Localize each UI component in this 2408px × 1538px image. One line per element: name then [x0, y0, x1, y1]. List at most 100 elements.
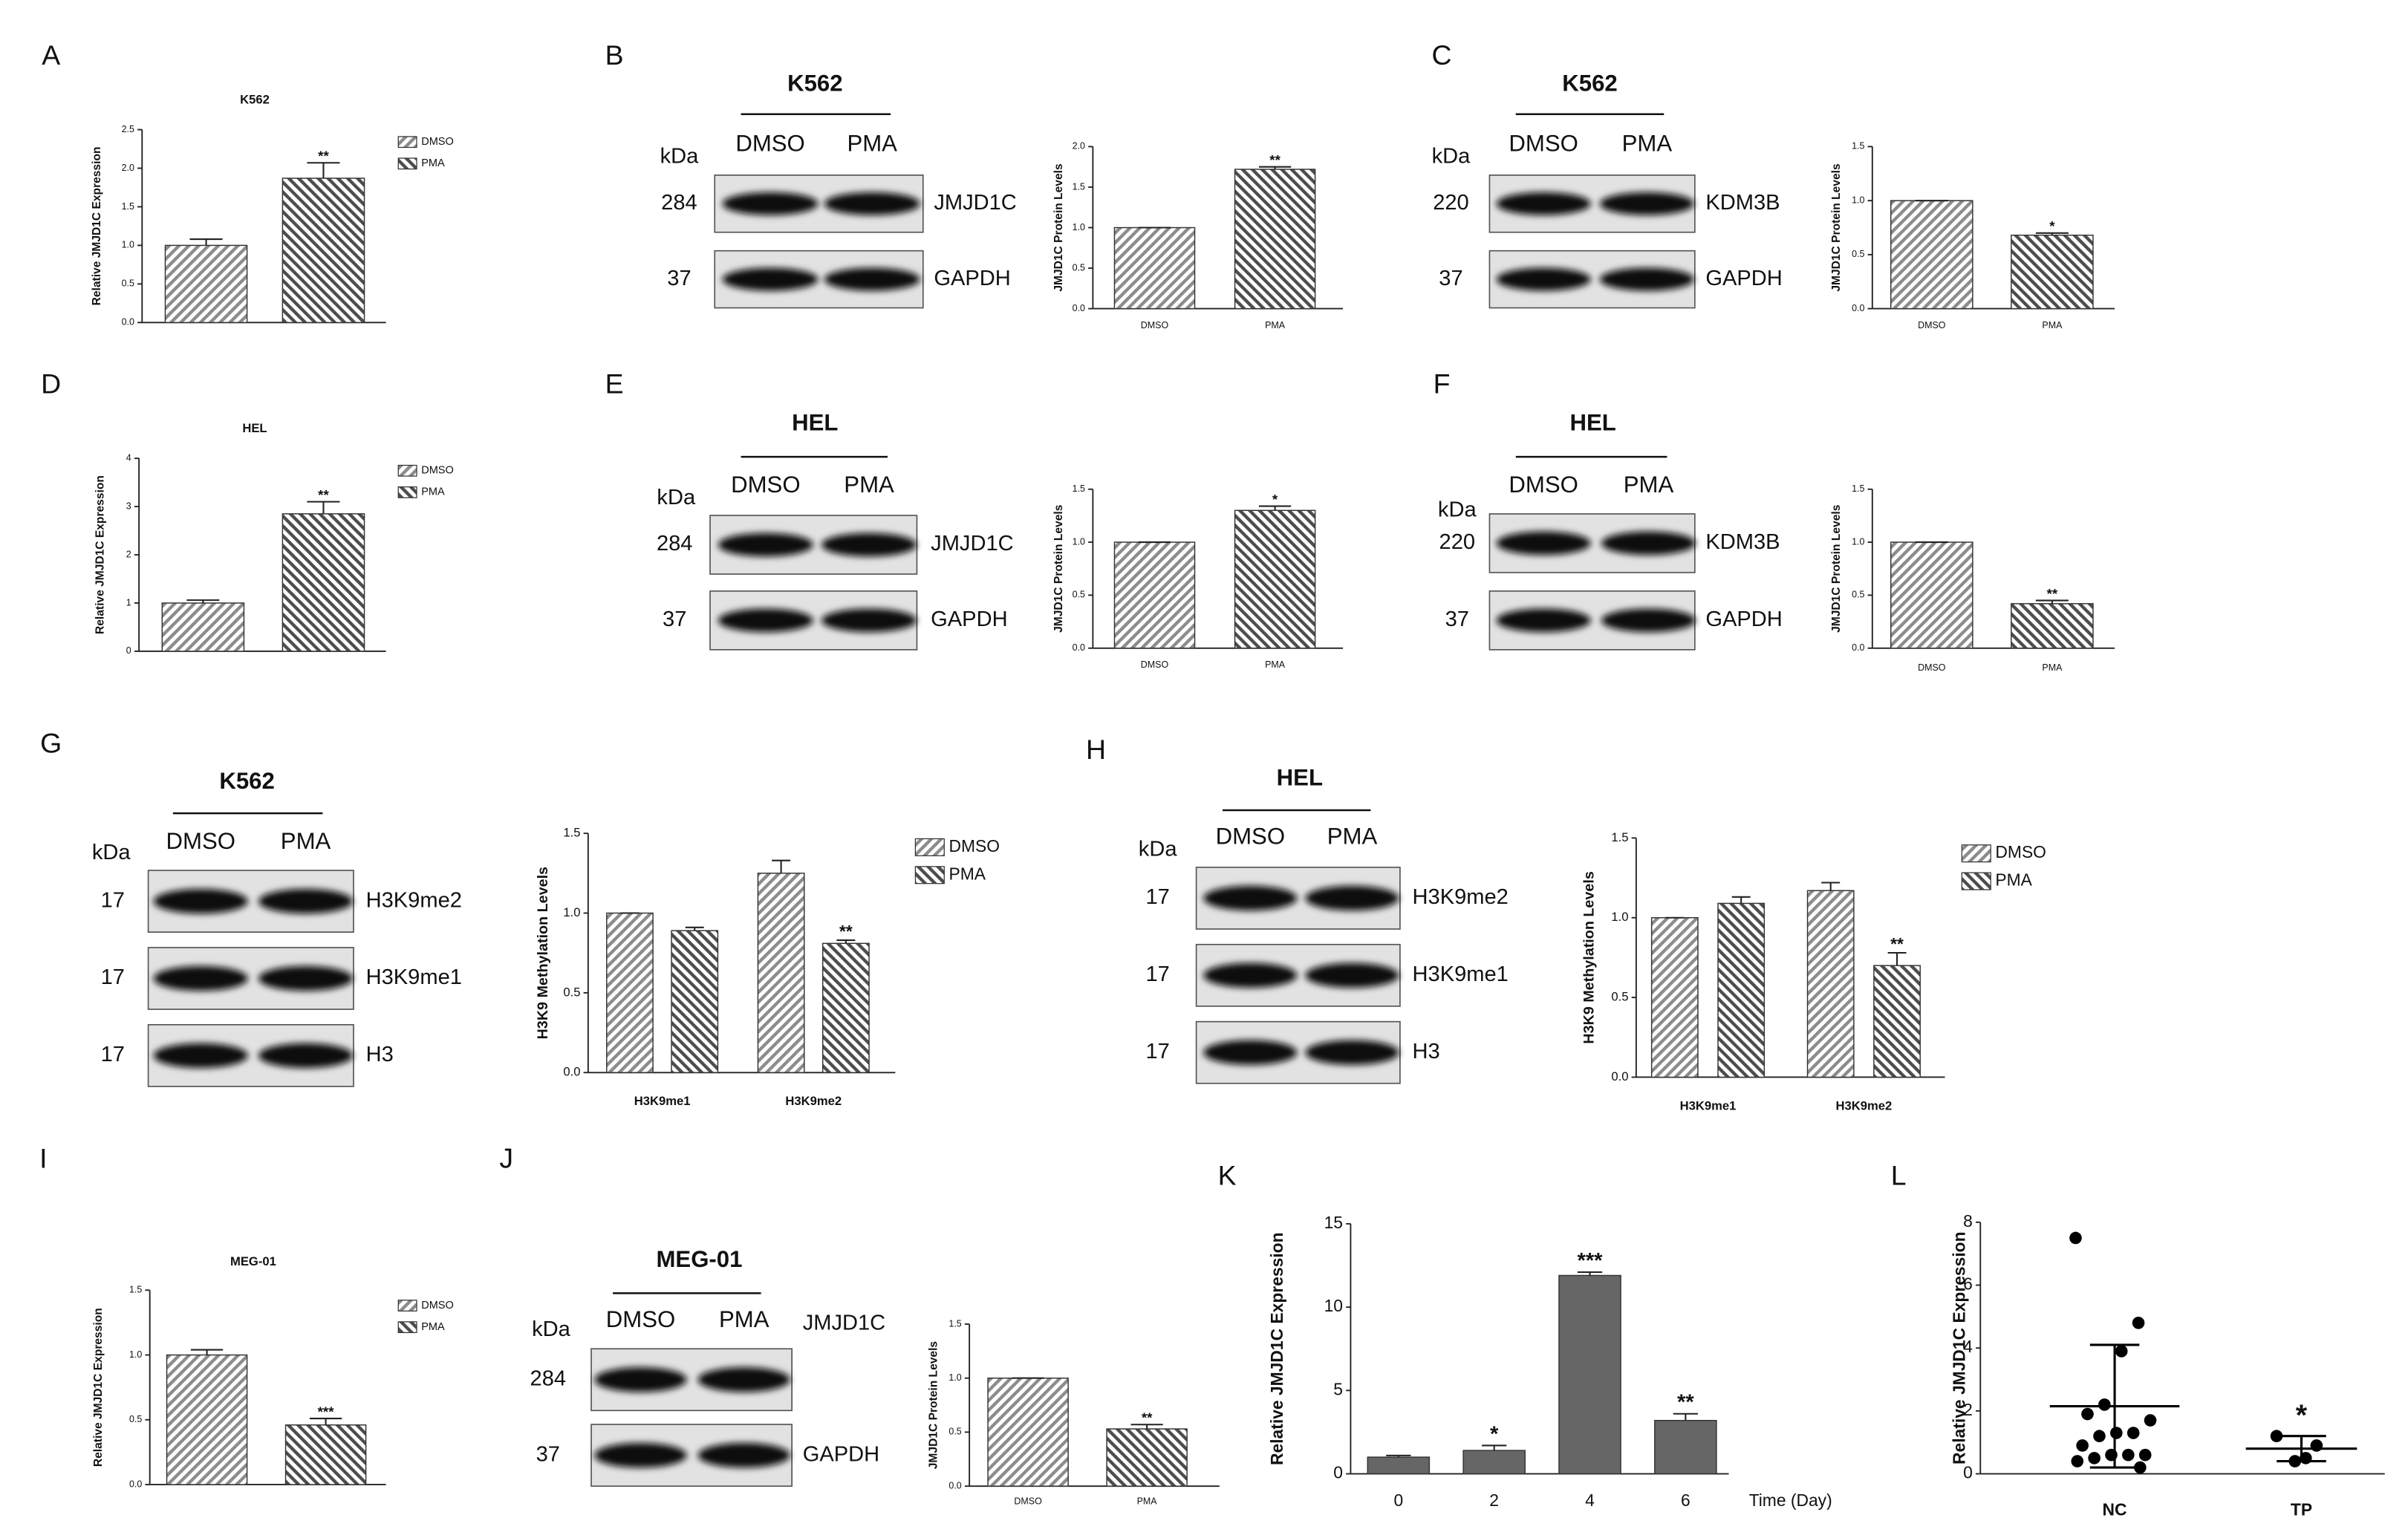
error-bar — [1731, 896, 1751, 904]
data-point — [2132, 1317, 2145, 1329]
y-axis-label: JMJD1C Protein Levels — [1052, 504, 1065, 633]
legend-swatch — [397, 464, 417, 477]
kda-value: 17 — [101, 1043, 125, 1066]
x-tick-label: PMA — [1265, 659, 1286, 670]
panel-letter: L — [1891, 1159, 1907, 1190]
legend-swatch — [397, 486, 417, 498]
x-tick-label: H3K9me2 — [1836, 1098, 1893, 1112]
y-tick-label: 0.5 — [948, 1427, 961, 1437]
kda-label: kDa — [660, 145, 700, 169]
blot-band — [824, 192, 920, 215]
lane-label: DMSO — [735, 131, 804, 157]
bar — [1462, 1450, 1526, 1475]
y-tick-label: 1.5 — [1073, 483, 1085, 494]
y-tick-label: 0.0 — [1852, 642, 1864, 653]
kda-value: 284 — [530, 1366, 567, 1390]
data-point — [2310, 1439, 2323, 1452]
kda-value: 37 — [1439, 267, 1462, 290]
significance: ** — [1269, 152, 1281, 168]
x-tick-label: 6 — [1681, 1490, 1691, 1510]
blot-band — [258, 1043, 354, 1069]
y-tick-label: 0.5 — [1852, 590, 1864, 600]
blot-band — [258, 888, 354, 914]
kda-value: 37 — [1445, 607, 1469, 631]
significance: ** — [318, 149, 329, 164]
kda-label: kDa — [1139, 838, 1178, 861]
kda-label: kDa — [1432, 145, 1471, 169]
y-tick-label: 0.5 — [122, 278, 134, 289]
bar — [282, 177, 365, 324]
y-tick-label: 1.0 — [1073, 222, 1085, 232]
data-point — [2126, 1427, 2140, 1439]
bar — [2011, 234, 2094, 310]
sd-bar — [2277, 1435, 2326, 1463]
x-tick-label: 4 — [1585, 1490, 1595, 1510]
y-tick-label: 0.0 — [563, 1065, 580, 1079]
error-bar — [685, 926, 704, 931]
legend-swatch — [914, 866, 945, 884]
data-point — [2134, 1461, 2147, 1474]
blot-band — [821, 608, 917, 633]
panel-letter: J — [499, 1143, 513, 1174]
bar — [1890, 541, 1973, 649]
x-tick-label: DMSO — [1141, 659, 1169, 670]
blot-band — [1203, 885, 1298, 911]
bar — [282, 513, 365, 652]
y-axis-label: H3K9 Methylation Levels — [1581, 871, 1598, 1044]
y-tick-label: 1.0 — [122, 240, 134, 250]
x-tick-label: PMA — [1137, 1496, 1158, 1506]
bar — [1367, 1456, 1431, 1475]
significance: * — [1272, 492, 1278, 507]
significance: * — [2049, 218, 2055, 234]
data-point — [2076, 1439, 2089, 1452]
blot-title: HEL — [792, 410, 838, 436]
bar — [284, 1424, 367, 1485]
protein-label: JMJD1C — [803, 1311, 885, 1335]
protein-label: JMJD1C — [931, 532, 1013, 555]
protein-label: H3 — [366, 1043, 394, 1066]
blot-band — [1601, 531, 1696, 555]
y-axis-label: JMJD1C Protein Levels — [927, 1341, 940, 1470]
y-tick-label: 0.0 — [1852, 303, 1864, 313]
x-tick-label: DMSO — [1141, 320, 1169, 330]
kda-value: 37 — [663, 607, 686, 631]
kda-value: 220 — [1439, 530, 1476, 554]
bar — [1234, 169, 1316, 310]
protein-label: H3K9me2 — [1413, 885, 1509, 909]
blot-band — [594, 1442, 687, 1468]
bar — [1113, 227, 1196, 310]
y-tick-label: 0.0 — [948, 1480, 961, 1490]
legend-swatch — [397, 1300, 417, 1311]
y-tick-label: 1.0 — [563, 905, 580, 919]
blot-title: MEG-01 — [656, 1246, 742, 1272]
kda-label: kDa — [532, 1317, 571, 1341]
x-axis-label: Time (Day) — [1749, 1490, 1832, 1510]
legend-label: PMA — [421, 157, 445, 169]
significance: * — [1490, 1422, 1499, 1446]
protein-label: H3 — [1413, 1040, 1440, 1063]
bar — [1558, 1274, 1621, 1475]
blot-band — [153, 888, 248, 914]
kda-value: 17 — [1145, 1040, 1169, 1063]
error-bar — [836, 939, 856, 944]
protein-label: JMJD1C — [934, 191, 1016, 215]
bar — [757, 873, 805, 1073]
blot-title: K562 — [219, 768, 274, 794]
protein-label: GAPDH — [1705, 267, 1782, 290]
legend-label: DMSO — [1995, 842, 2046, 861]
blot-band — [1599, 267, 1694, 291]
blot-title: HEL — [1277, 765, 1323, 791]
data-point — [2122, 1448, 2135, 1462]
blot-band — [824, 267, 920, 291]
y-tick-label: 1 — [126, 597, 131, 607]
data-point — [2115, 1345, 2128, 1358]
significance: ** — [1677, 1391, 1694, 1415]
blot-band — [1203, 962, 1298, 988]
x-tick-label: DMSO — [1918, 320, 1946, 330]
y-tick-label: 1.5 — [563, 826, 580, 840]
x-tick-label: H3K9me2 — [785, 1094, 842, 1108]
error-bar — [1386, 1454, 1411, 1458]
blot-band — [722, 192, 819, 215]
data-point — [2071, 1455, 2084, 1467]
kda-value: 220 — [1433, 191, 1469, 215]
